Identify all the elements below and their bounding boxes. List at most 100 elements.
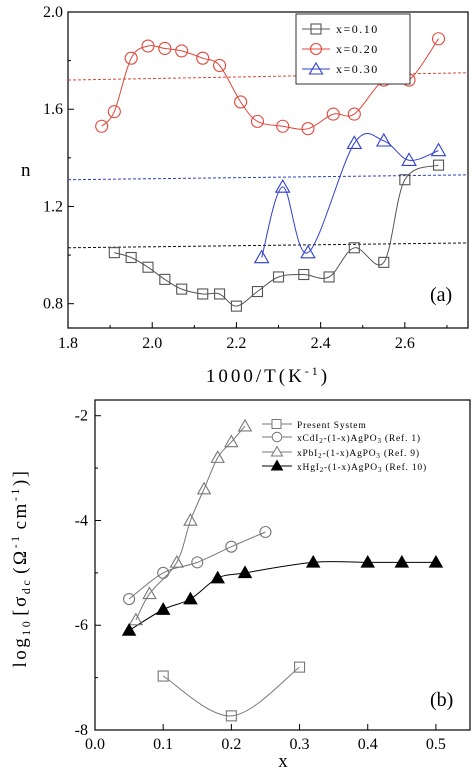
series-curve-b-0 (162, 666, 300, 717)
data-point-circle (141, 39, 155, 53)
legend-label-x030: x=0.30 (336, 62, 379, 76)
data-point-circle (347, 107, 361, 121)
trend-line-2 (67, 174, 469, 181)
panel-a-ticks: 1.8 2.0 2.2 2.4 2.6 0.8 1.2 1.6 2.0 (43, 4, 448, 352)
legend-label-present-system: Present System (297, 421, 367, 431)
legend-item-x030: x=0.30 (302, 61, 379, 76)
data-point-circle (431, 32, 446, 46)
data-point-circle (123, 592, 136, 606)
panel-a-legend: x=0.10 x=0.20 x=0.30 (295, 13, 411, 85)
series-curve-b-1 (128, 531, 266, 600)
legend-label-x020: x=0.20 (336, 42, 379, 56)
panel-b-y-tick-label: -4 (75, 512, 88, 529)
panel-a-x-tick-label: 1.8 (58, 335, 78, 352)
data-point-triangle (300, 244, 316, 259)
panel-a-curves (101, 38, 439, 307)
data-point-square (323, 271, 335, 283)
data-point-square (125, 251, 137, 264)
panel-b-x-tick-label: 0.5 (426, 736, 446, 753)
data-point-square (432, 159, 445, 171)
data-point-triangle (169, 554, 185, 568)
panel-b-x-tick-label: 0.2 (221, 736, 241, 753)
data-point-square (378, 256, 390, 268)
data-point-circle (326, 107, 340, 121)
panel-b-x-tick-label: 0.4 (358, 736, 378, 753)
panel-a-x-axis-title: 1000/T(K-1) (206, 364, 330, 387)
data-point-square (176, 283, 188, 295)
data-point-square (348, 242, 360, 254)
data-point-square (108, 247, 120, 259)
data-point-triangle (142, 586, 157, 600)
data-point-square (230, 300, 242, 312)
panel-b-y-tick-label: -8 (75, 722, 88, 739)
series-curve-b-3 (128, 561, 436, 631)
panel-b-y-axis-title: log10[σdc(Ω-1cm-1)] (8, 468, 33, 667)
data-point-filled-triangle (237, 565, 253, 579)
panel-b-y-tick-label: -2 (75, 408, 88, 425)
legend-circle-icon (271, 431, 283, 443)
data-point-circle (250, 114, 265, 128)
data-point-circle (175, 44, 189, 58)
panel-a-chart: 1.8 2.0 2.2 2.4 2.6 0.8 1.2 1.6 2.0 x=0.10 x=0.2… (21, 4, 469, 387)
data-point-square (142, 261, 154, 273)
data-point-square (298, 268, 310, 281)
legend-item-hgi2: xHgI2-(1-x)AgPO3 (Ref. 10) (262, 459, 427, 474)
legend-triangle-icon (270, 445, 284, 457)
legend-item-cdi2: xCdI2-(1-x)AgPO3 (Ref. 1) (262, 431, 421, 445)
legend-item-pbi2: xPbI2-(1-x)AgPO3 (Ref. 9) (262, 445, 420, 460)
series-curve-b-2 (135, 425, 246, 621)
data-point-square (251, 285, 264, 298)
panel-b-x-tick-label: 0.3 (290, 736, 310, 753)
panel-b-ticks: 0.0 0.1 0.2 0.3 0.4 0.5 -2 -4 -6 -8 (75, 408, 446, 753)
data-point-square (197, 288, 209, 300)
legend-item-x010: x=0.10 (302, 22, 377, 36)
data-point-triangle (253, 249, 270, 264)
data-point-filled-triangle (394, 554, 410, 568)
data-point-filled-triangle (428, 554, 444, 568)
data-point-circle (95, 119, 109, 133)
data-point-filled-triangle (360, 554, 376, 568)
series-curve-1 (101, 38, 439, 130)
panel-b-x-axis-title: x (278, 751, 288, 771)
legend-square-icon (271, 419, 282, 429)
data-point-triangle (196, 481, 212, 495)
panel-a-tag: (a) (430, 284, 452, 306)
panel-a-x-tick-label: 2.0 (142, 335, 162, 352)
data-point-filled-triangle (121, 623, 137, 636)
trend-line-0 (67, 242, 469, 249)
data-point-circle (276, 119, 290, 133)
data-point-filled-triangle (155, 602, 171, 615)
legend-filled-triangle-icon (270, 459, 284, 471)
panel-a-y-tick-label: 1.6 (43, 101, 63, 118)
panel-b-plot-frame (94, 399, 471, 731)
data-point-circle (157, 566, 170, 579)
panel-a-x-tick-label: 2.4 (311, 335, 331, 352)
data-point-square (159, 273, 171, 285)
data-point-triangle (430, 142, 447, 157)
panel-a-x-tick-label: 2.6 (395, 335, 415, 352)
data-point-triangle (183, 513, 198, 526)
data-point-circle (158, 41, 172, 56)
legend-triangle-icon (308, 61, 324, 75)
panel-a-trend-lines (67, 72, 469, 249)
legend-item-x020: x=0.20 (302, 42, 379, 56)
data-point-triangle (375, 132, 392, 147)
legend-label-hgi2: xHgI2-(1-x)AgPO3 (Ref. 10) (297, 462, 427, 474)
panel-b-x-tick-label: 0.1 (153, 736, 173, 753)
data-point-filled-triangle (183, 591, 198, 605)
panel-b-y-tick-label: -6 (75, 617, 88, 634)
data-point-triangle (128, 612, 144, 626)
data-point-circle (196, 51, 210, 65)
data-point-square (399, 174, 411, 186)
panel-b-x-tick-label: 0.0 (85, 736, 105, 753)
data-point-triangle (346, 135, 363, 149)
data-point-circle (107, 105, 121, 119)
data-point-square (225, 710, 237, 722)
legend-label-pbi2: xPbI2-(1-x)AgPO3 (Ref. 9) (297, 448, 420, 460)
data-point-circle (225, 540, 238, 553)
legend-item-present-system: Present System (262, 419, 367, 431)
data-point-square (293, 661, 306, 673)
data-point-square (157, 670, 169, 682)
legend-label-cdi2: xCdI2-(1-x)AgPO3 (Ref. 1) (297, 433, 421, 445)
